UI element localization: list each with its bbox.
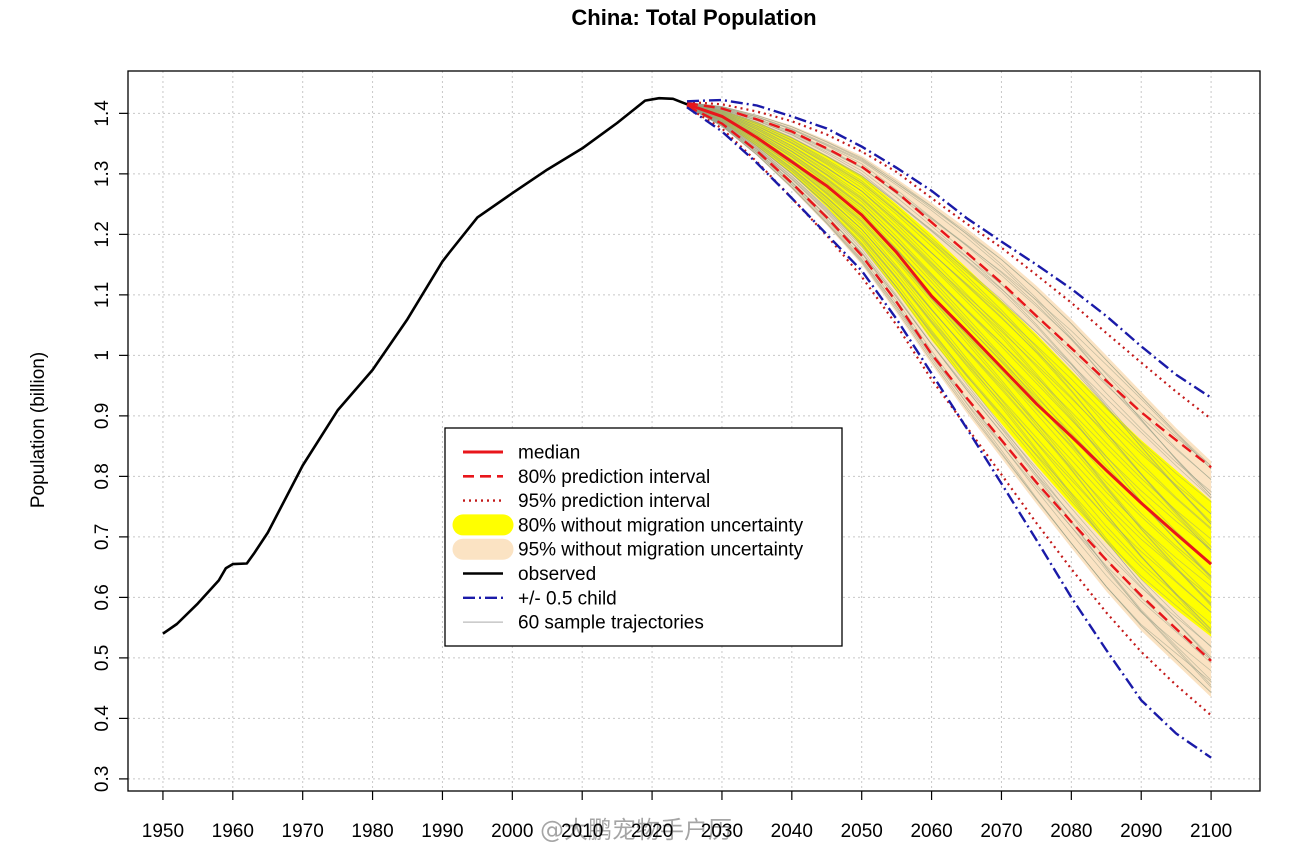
legend-label: 80% without migration uncertainty xyxy=(518,515,804,536)
median-line xyxy=(686,102,1213,566)
y-tick-label: 0.8 xyxy=(92,463,113,489)
watermark: @大鹏宠物手户历 xyxy=(540,816,732,844)
sample-trajectory xyxy=(686,102,1212,480)
y-axis-label: Population (billion) xyxy=(28,352,49,508)
x-tick-label: 2000 xyxy=(491,821,533,842)
y-axis-ticks: 0.3 0.4 0.5 0.6 0.7 0.8 0.9 1 1.1 1.2 1.3 1.4 xyxy=(92,100,128,792)
sample-trajectory xyxy=(686,103,1212,515)
y-tick-label: 1 xyxy=(92,350,113,361)
sample-trajectory xyxy=(686,106,1212,683)
x-tick-label: 2010 xyxy=(561,821,603,842)
legend-box xyxy=(444,427,843,647)
band-80-without-migration xyxy=(687,103,1212,637)
legend-item: 80% without migration uncertainty xyxy=(452,514,804,536)
uncertainty-bands xyxy=(687,102,1212,698)
legend-label: observed xyxy=(518,564,596,585)
legend-item: +/- 0.5 child xyxy=(463,588,617,609)
y-tick-label: 1.3 xyxy=(92,161,113,187)
y-tick-label: 1.1 xyxy=(92,282,113,308)
legend-item: 60 sample trajectories xyxy=(463,613,704,634)
legend-label: 80% prediction interval xyxy=(518,467,710,488)
y-tick-label: 1.4 xyxy=(92,100,113,127)
sample-trajectory xyxy=(686,104,1212,598)
x-tick-label: 2100 xyxy=(1190,821,1232,842)
y-tick-label: 0.4 xyxy=(92,705,113,732)
x-tick-label: 1990 xyxy=(421,821,463,842)
legend-item: 95% prediction interval xyxy=(463,491,710,512)
pi80-upper-line xyxy=(686,101,1212,469)
legend-label: median xyxy=(518,443,580,464)
legend-item: observed xyxy=(463,564,596,585)
x-tick-label: 2070 xyxy=(980,821,1022,842)
half-child-upper-line xyxy=(686,98,1212,399)
y-tick-label: 0.9 xyxy=(92,403,113,429)
legend-item: median xyxy=(463,443,580,464)
x-tick-label: 1950 xyxy=(142,821,184,842)
sample-trajectory xyxy=(686,105,1212,647)
legend-label: 60 sample trajectories xyxy=(518,613,704,634)
x-tick-label: 2050 xyxy=(841,821,883,842)
sample-trajectory xyxy=(686,103,1212,530)
y-tick-label: 0.6 xyxy=(92,584,113,610)
band-95-without-migration xyxy=(687,102,1212,698)
sample-trajectory xyxy=(686,106,1212,664)
x-tick-label: 2080 xyxy=(1050,821,1092,842)
pi95-upper-line xyxy=(686,100,1212,420)
half-child-lower-line xyxy=(686,106,1212,759)
x-tick-label: 2060 xyxy=(910,821,952,842)
sample-trajectory xyxy=(686,102,1212,496)
x-tick-label: 1980 xyxy=(351,821,393,842)
plot-frame xyxy=(127,70,1261,792)
legend: median 80% prediction interval 95% predict… xyxy=(444,427,843,647)
x-tick-label: 1960 xyxy=(212,821,254,842)
legend-item: 80% prediction interval xyxy=(463,467,710,488)
y-tick-label: 0.5 xyxy=(92,645,113,671)
sample-trajectory xyxy=(686,105,1212,660)
series-lines xyxy=(162,96,1213,759)
x-tick-label: 2090 xyxy=(1120,821,1162,842)
sample-trajectory xyxy=(686,103,1212,578)
pi80-lower-line xyxy=(686,105,1212,662)
x-tick-label: 2030 xyxy=(701,821,743,842)
x-tick-label: 2020 xyxy=(631,821,673,842)
y-tick-label: 0.3 xyxy=(92,766,113,792)
sample-trajectory xyxy=(686,102,1212,525)
x-tick-label: 2040 xyxy=(771,821,813,842)
observed-line xyxy=(162,96,688,635)
x-axis-ticks: 1950 1960 1970 1980 1990 2000 2010 2020 2030 2040… xyxy=(142,791,1232,842)
legend-item: 95% without migration uncertainty xyxy=(452,538,804,561)
y-tick-label: 1.2 xyxy=(92,221,113,247)
legend-label: +/- 0.5 child xyxy=(518,588,617,609)
sample-trajectory xyxy=(686,102,1212,467)
sample-trajectory xyxy=(686,105,1212,631)
sample-trajectory xyxy=(686,105,1212,633)
sample-trajectory xyxy=(686,103,1212,499)
sample-trajectory xyxy=(686,103,1212,523)
sample-trajectory xyxy=(686,103,1212,551)
y-tick-label: 0.7 xyxy=(92,524,113,550)
sample-trajectory xyxy=(686,102,1212,467)
legend-label: 95% without migration uncertainty xyxy=(518,540,804,561)
chart-title: China: Total Population xyxy=(571,5,816,30)
x-tick-label: 1970 xyxy=(282,821,324,842)
legend-label: 95% prediction interval xyxy=(518,491,710,512)
